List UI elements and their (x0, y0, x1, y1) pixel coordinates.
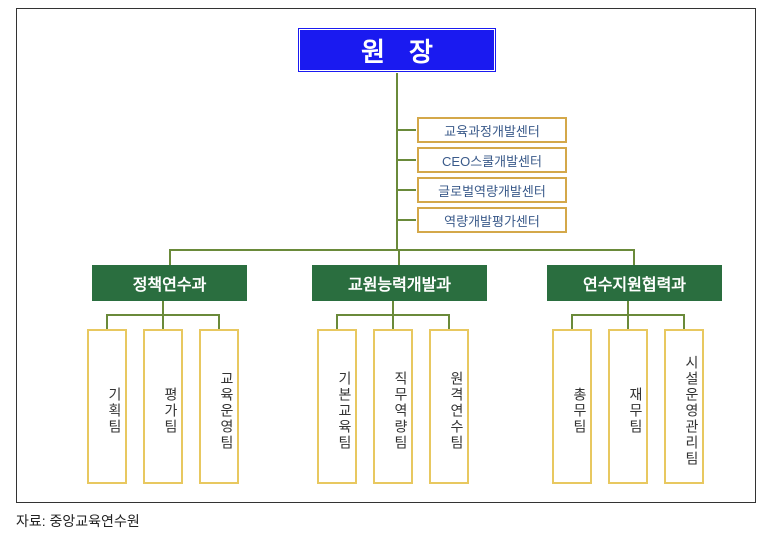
team-node: 기본교육팀 (317, 329, 357, 484)
team-label: 평가팀 (161, 387, 181, 435)
root-label: 원장 (361, 32, 457, 69)
team-label: 총무팀 (570, 387, 590, 435)
team-node: 평가팀 (143, 329, 183, 484)
connector-line (162, 314, 164, 330)
connector-line (633, 249, 635, 266)
connector-line (396, 129, 416, 131)
team-label: 재무팀 (626, 387, 646, 435)
team-label: 원격연수팀 (447, 371, 467, 451)
connector-line (336, 314, 338, 330)
team-label: 직무역량팀 (391, 371, 411, 451)
connector-line (396, 219, 416, 221)
connector-line (683, 314, 685, 330)
team-node: 기획팀 (87, 329, 127, 484)
connector-line (627, 301, 629, 315)
dept-label: 교원능력개발과 (348, 271, 451, 295)
connector-line (392, 301, 394, 315)
team-label: 기획팀 (105, 387, 125, 435)
center-label: 역량개발평가센터 (444, 211, 540, 230)
org-chart-container: 원장 교육과정개발센터 CEO스쿨개발센터글로벌역량개발센터역량개발평가센터 정책… (16, 8, 756, 503)
team-label: 교육운영팀 (217, 371, 237, 451)
dept-node: 정책연수과 (92, 265, 247, 301)
center-node: 글로벌역량개발센터 (417, 177, 567, 203)
connector-line (396, 73, 398, 249)
team-node: 원격연수팀 (429, 329, 469, 484)
team-node: 교육운영팀 (199, 329, 239, 484)
connector-line (169, 249, 171, 266)
dept-node: 교원능력개발과 (312, 265, 487, 301)
center-label: CEO스쿨개발센터 (442, 151, 542, 170)
connector-line (396, 159, 416, 161)
team-node: 총무팀 (552, 329, 592, 484)
connector-line (571, 314, 573, 330)
connector-line (169, 249, 635, 251)
team-node: 재무팀 (608, 329, 648, 484)
center-node: CEO스쿨개발센터 (417, 147, 567, 173)
source-citation: 자료: 중앙교육연수원 (16, 511, 774, 531)
connector-line (218, 314, 220, 330)
connector-line (162, 301, 164, 315)
connector-line (627, 314, 629, 330)
center-label: 글로벌역량개발센터 (438, 181, 546, 200)
dept-label: 정책연수과 (133, 271, 207, 295)
connector-line (392, 314, 394, 330)
team-node: 시설운영관리팀 (664, 329, 704, 484)
team-label: 기본교육팀 (335, 371, 355, 451)
connector-line (106, 314, 108, 330)
center-label: 교육과정개발센터 (444, 121, 540, 140)
connector-line (396, 189, 416, 191)
team-node: 직무역량팀 (373, 329, 413, 484)
root-node: 원장 (297, 27, 497, 73)
team-label: 시설운영관리팀 (682, 355, 702, 467)
connector-line (398, 249, 400, 266)
dept-label: 연수지원협력과 (583, 271, 686, 295)
dept-node: 연수지원협력과 (547, 265, 722, 301)
connector-line (448, 314, 450, 330)
center-node: 역량개발평가센터 (417, 207, 567, 233)
center-node: 교육과정개발센터 (417, 117, 567, 143)
